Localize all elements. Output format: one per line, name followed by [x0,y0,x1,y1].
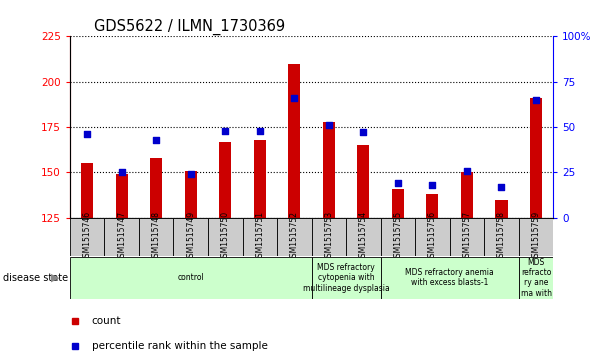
Bar [173,218,208,256]
Bar [450,218,484,256]
Bar [381,257,519,299]
Bar [323,122,335,218]
Bar [70,257,311,299]
Bar [219,142,231,218]
Text: GSM1515752: GSM1515752 [290,211,299,262]
Text: ▶: ▶ [51,273,60,283]
Point [393,180,402,186]
Bar [519,218,553,256]
Point [324,122,334,128]
Point [359,130,368,135]
Bar [484,218,519,256]
Text: GSM1515751: GSM1515751 [255,211,264,262]
Point [186,171,196,177]
Text: count: count [92,316,121,326]
Text: GSM1515754: GSM1515754 [359,211,368,262]
Text: control: control [178,273,204,282]
Text: GSM1515755: GSM1515755 [393,211,402,262]
Text: GSM1515756: GSM1515756 [428,211,437,262]
Text: percentile rank within the sample: percentile rank within the sample [92,340,268,351]
Text: GSM1515749: GSM1515749 [186,211,195,262]
Bar [346,218,381,256]
Bar [311,218,346,256]
Text: GSM1515753: GSM1515753 [324,211,333,262]
Point [82,131,92,137]
Bar [415,218,450,256]
Bar [381,218,415,256]
Bar [208,218,243,256]
Bar [150,158,162,218]
Text: GDS5622 / ILMN_1730369: GDS5622 / ILMN_1730369 [94,19,285,35]
Bar [139,218,173,256]
Point [117,170,126,175]
Bar [461,172,473,218]
Bar [392,189,404,218]
Text: GSM1515747: GSM1515747 [117,211,126,262]
Bar [185,171,197,218]
Text: MDS
refracto
ry ane
ma with: MDS refracto ry ane ma with [520,258,551,298]
Bar [116,174,128,218]
Point [255,128,264,134]
Text: MDS refractory anemia
with excess blasts-1: MDS refractory anemia with excess blasts… [406,268,494,287]
Bar [254,140,266,218]
Text: GSM1515750: GSM1515750 [221,211,230,262]
Bar [311,257,381,299]
Bar [105,218,139,256]
Point [221,128,230,134]
Bar [519,257,553,299]
Bar [358,145,370,218]
Text: disease state: disease state [3,273,68,283]
Point [462,168,472,174]
Bar [530,98,542,218]
Bar [81,163,93,218]
Text: GSM1515759: GSM1515759 [531,211,541,262]
Point [427,182,437,188]
Point [151,137,161,143]
Point [531,97,541,103]
Bar [243,218,277,256]
Bar [426,194,438,218]
Bar [288,64,300,218]
Point [289,95,299,101]
Text: GSM1515748: GSM1515748 [152,211,161,262]
Text: GSM1515746: GSM1515746 [83,211,92,262]
Text: GSM1515757: GSM1515757 [463,211,471,262]
Text: GSM1515758: GSM1515758 [497,211,506,262]
Bar [496,200,508,218]
Bar [70,218,105,256]
Point [497,184,506,190]
Text: MDS refractory
cytopenia with
multilineage dysplasia: MDS refractory cytopenia with multilinea… [303,263,390,293]
Bar [277,218,311,256]
